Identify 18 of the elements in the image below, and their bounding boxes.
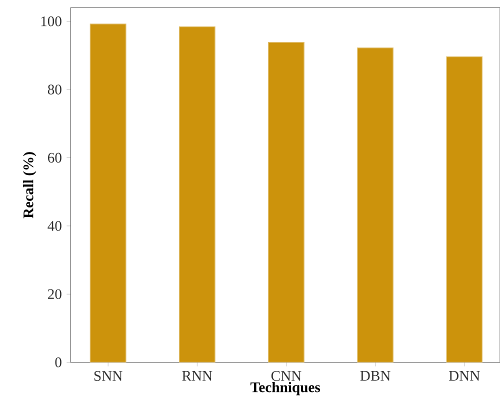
- bar: [268, 42, 304, 362]
- x-tick-label: CNN: [271, 371, 302, 381]
- y-tick-label: 40: [48, 221, 62, 231]
- bar: [90, 24, 126, 362]
- x-tick-label: DBN: [360, 371, 390, 381]
- y-tick-label: 80: [48, 84, 62, 94]
- y-tick-label: 0: [55, 357, 62, 368]
- x-tick-label: SNN: [94, 371, 122, 381]
- x-tick-label: DNN: [448, 371, 480, 381]
- bar: [357, 48, 394, 362]
- y-axis-title: Recall (%): [23, 152, 36, 218]
- x-axis-title: Techniques: [250, 382, 320, 396]
- bar: [178, 26, 216, 362]
- bar: [446, 56, 483, 362]
- y-tick-label: 100: [41, 16, 62, 26]
- y-tick-label: 20: [48, 289, 62, 300]
- x-tick-label: RNN: [182, 371, 212, 381]
- y-tick-label: 60: [48, 152, 62, 163]
